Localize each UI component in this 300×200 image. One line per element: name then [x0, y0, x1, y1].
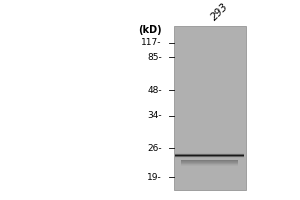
Bar [182, 163, 238, 164]
Text: 293: 293 [210, 2, 231, 23]
Bar [174, 26, 246, 190]
Bar [182, 162, 238, 163]
Text: 34-: 34- [147, 111, 162, 120]
Text: 117-: 117- [141, 38, 162, 47]
Bar [182, 160, 238, 161]
Bar [182, 161, 238, 162]
Text: (kD): (kD) [138, 25, 162, 35]
Bar [182, 165, 238, 166]
Bar [182, 161, 238, 162]
Bar [182, 162, 238, 163]
Text: 85-: 85- [147, 53, 162, 62]
Bar [182, 164, 238, 165]
Text: 48-: 48- [147, 86, 162, 95]
Bar [182, 164, 238, 165]
Text: 19-: 19- [147, 173, 162, 182]
Bar [182, 160, 238, 161]
Bar [182, 163, 238, 164]
Bar [182, 165, 238, 166]
Text: 26-: 26- [147, 144, 162, 153]
